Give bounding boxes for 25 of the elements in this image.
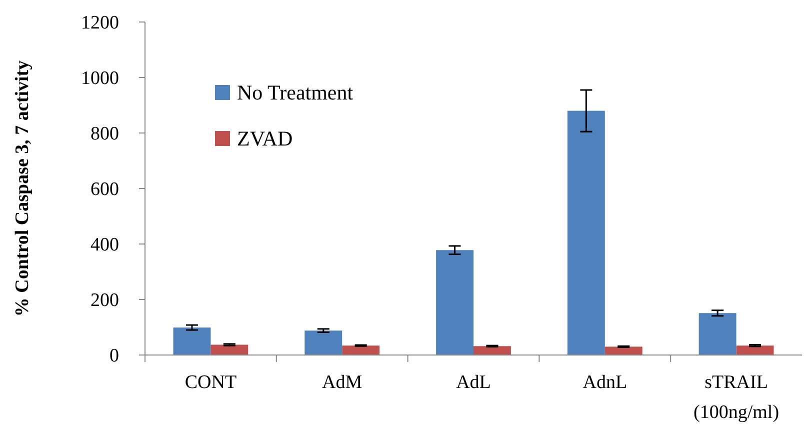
y-tick-label: 200 [90,290,119,312]
legend-label: No Treatment [237,80,354,104]
bar [567,110,605,355]
y-tick-label: 0 [110,346,119,367]
bar [436,250,474,355]
x-tick-label: AdL [456,372,491,393]
y-axis-title: % Control Caspase 3, 7 activity [12,60,33,317]
x-tick-label: AdM [322,372,362,393]
y-tick-label: 800 [90,124,119,145]
bar [210,344,248,355]
x-tick-label: sTRAIL (100ng/ml) [694,372,780,423]
legend-label: ZVAD [237,126,293,150]
bar [304,330,342,355]
bar [342,346,380,355]
bar [698,313,736,355]
bar [736,346,774,355]
y-tick-label: 1200 [81,12,119,34]
x-tick-label: AdnL [582,372,628,393]
y-tick-label: 600 [90,179,119,200]
y-tick-label: 1000 [81,68,119,90]
bar [173,328,211,355]
y-tick-label: 400 [90,234,119,256]
bar [604,346,642,355]
bar [474,346,511,355]
x-tick-label: CONT [184,372,237,393]
